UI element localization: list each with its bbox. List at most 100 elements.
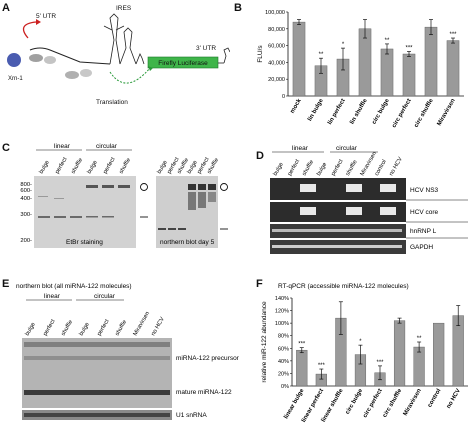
northern-gel bbox=[156, 176, 218, 248]
mirna-complex-icon bbox=[80, 69, 92, 77]
panel-b-letter: B bbox=[234, 2, 242, 14]
band-label-ns3: HCV NS3 bbox=[410, 187, 439, 194]
gel-c-left-lane-label: perfect bbox=[103, 156, 117, 175]
blot-e-lane-label: shuffle bbox=[61, 319, 75, 337]
panel-f-title: RT-qPCR (accessible miRNA-122 molecules) bbox=[278, 283, 409, 290]
size-marker-label: 300- bbox=[20, 212, 32, 218]
northern-caption: northern blot day 5 bbox=[160, 239, 215, 246]
chart-f-y-tick-label: 0% bbox=[281, 384, 289, 390]
chart-b-x-tick-label: mock bbox=[290, 97, 303, 114]
chart-f-bar bbox=[296, 349, 308, 387]
chart-b-bar bbox=[358, 28, 372, 97]
chart-f-bar bbox=[413, 346, 425, 387]
chart-b-y-tick-label: 80,000 bbox=[268, 27, 285, 33]
chart-b-y-axis-label: FLU/s bbox=[257, 45, 264, 63]
chart-b-bar bbox=[424, 26, 438, 97]
chart-f-x-tick-label: linear shuffle bbox=[321, 387, 345, 423]
chart-b-y-tick-label: 20,000 bbox=[268, 77, 285, 83]
chart-f-x-tick-label: linear bulge bbox=[283, 387, 305, 420]
chart-f-y-axis-label: relative miR-122 abundance bbox=[261, 301, 268, 383]
size-marker-label: 800- bbox=[20, 182, 32, 188]
panel-e-northern: northern blot (all miRNA-122 molecules) … bbox=[16, 283, 240, 420]
panel-a-letter: A bbox=[2, 2, 10, 14]
chart-f-significance-mark: *** bbox=[298, 342, 306, 348]
mature-label: mature miRNA-122 bbox=[176, 389, 232, 396]
chart-f-x-tick-label: Miravirsen bbox=[403, 388, 423, 417]
chart-f-x-tick-label: control bbox=[427, 388, 443, 409]
circular-header: circular bbox=[336, 145, 358, 152]
blot-e-lane-label: perfect bbox=[97, 318, 111, 337]
chart-b-y-tick-label: 0 bbox=[282, 94, 285, 100]
chart-b-x-tick-label: lin perfect bbox=[327, 98, 347, 126]
ns3-blot bbox=[270, 178, 406, 200]
blot-e-lane-label: Miravirsen bbox=[133, 311, 152, 337]
gel-c-left-lane-label: shuffle bbox=[119, 157, 133, 175]
luciferase-label: Firefly Luciferase bbox=[158, 60, 208, 67]
chart-f-y-tick-label: 100% bbox=[275, 321, 289, 327]
ires-label: IRES bbox=[116, 5, 132, 12]
xrn1-icon bbox=[7, 53, 21, 67]
chart-b-significance-mark: ** bbox=[385, 38, 390, 44]
panel-b-chart: 0 20,000 40,000 60,000 80,000 100,000 FLU/s moc… bbox=[257, 10, 464, 129]
chart-f-y-tick-label: 20% bbox=[278, 371, 289, 377]
chart-b-significance-mark: ** bbox=[319, 52, 324, 58]
size-marker-label: 600- bbox=[20, 188, 32, 194]
u1-label: U1 snRNA bbox=[176, 412, 207, 419]
blot-d-lane-label: perfect bbox=[331, 158, 345, 177]
utr3-label: 3' UTR bbox=[196, 45, 216, 52]
linear-header: linear bbox=[44, 293, 61, 300]
blot-e-lane-label: no HCV bbox=[151, 316, 166, 337]
chart-f-y-tick-label: 40% bbox=[278, 359, 289, 365]
linear-header: linear bbox=[54, 143, 71, 150]
chart-b-y-tick-label: 100,000 bbox=[265, 10, 285, 16]
precursor-label: miRNA-122 precursor bbox=[176, 355, 240, 362]
chart-b-significance-mark: *** bbox=[449, 32, 457, 38]
blot-e-lane-label: shuffle bbox=[115, 319, 129, 337]
panel-a-diagram: Firefly Luciferase Xrn-1 IRES 5' UTR 3' … bbox=[7, 5, 230, 106]
size-marker-label: 400- bbox=[20, 196, 32, 202]
chart-f-significance-mark: * bbox=[359, 339, 362, 345]
blot-d-lane-label: shuffle bbox=[302, 159, 316, 177]
linear-header: linear bbox=[292, 145, 309, 152]
chart-b-x-tick-label: circ perfect bbox=[391, 98, 412, 129]
mirna-complex-icon bbox=[65, 71, 79, 79]
gel-c-left-lane-label: shuffle bbox=[71, 157, 85, 175]
chart-f-significance-mark: ** bbox=[417, 336, 422, 342]
blot-d-lane-label: bulge bbox=[273, 162, 285, 177]
blot-d-lane-label: perfect bbox=[287, 158, 301, 177]
circular-header: circular bbox=[96, 143, 118, 150]
chart-b-y-tick-label: 60,000 bbox=[268, 44, 285, 50]
circular-band-marker-left bbox=[140, 183, 148, 191]
chart-f-y-tick-label: 140% bbox=[275, 296, 289, 302]
chart-b-bar bbox=[380, 48, 394, 97]
chart-b-x-tick-label: circ bulge bbox=[371, 97, 391, 125]
chart-f-bar bbox=[393, 320, 406, 387]
chart-f-y-tick-label: 60% bbox=[278, 346, 289, 352]
chart-f-y-tick-label: 120% bbox=[275, 309, 289, 315]
band-label-core: HCV core bbox=[410, 209, 439, 216]
chart-f-bar bbox=[433, 322, 445, 387]
panel-c-gels: linear circular bulge perfect shuffle bulge… bbox=[20, 143, 228, 248]
panel-f-chart: RT-qPCR (accessible miRNA-122 molecules)… bbox=[261, 283, 468, 424]
panel-d-letter: D bbox=[256, 150, 264, 162]
mirna-complex-icon bbox=[29, 54, 43, 62]
chart-b-x-tick-label: lin bulge bbox=[307, 97, 325, 122]
xrn1-label: Xrn-1 bbox=[8, 76, 23, 82]
gel-c-left-lane-label: bulge bbox=[39, 160, 51, 175]
firefly-luciferase-box bbox=[147, 56, 219, 69]
chart-b-x-tick-label: Miravirsen bbox=[437, 98, 457, 127]
chart-b-significance-mark: * bbox=[342, 42, 345, 48]
chart-f-significance-mark: *** bbox=[318, 363, 326, 369]
band-label-hnrnpl: hnRNP L bbox=[410, 228, 437, 235]
chart-f-x-tick-label: circ perfect bbox=[362, 388, 383, 419]
panel-f-letter: F bbox=[256, 278, 263, 290]
blot-d-lane-label: control bbox=[374, 159, 388, 177]
chart-b-x-tick-label: circ shuffle bbox=[414, 97, 436, 128]
panel-e-letter: E bbox=[2, 278, 10, 290]
chart-b-bar bbox=[446, 40, 460, 97]
panel-d-western: linear circular bulge perfect shuffle bulge… bbox=[270, 145, 468, 254]
circular-header: circular bbox=[94, 293, 116, 300]
panel-e-title: northern blot (all miRNA-122 molecules) bbox=[16, 283, 132, 290]
chart-b-bar bbox=[402, 53, 416, 97]
blot-d-lane-label: shuffle bbox=[345, 159, 359, 177]
